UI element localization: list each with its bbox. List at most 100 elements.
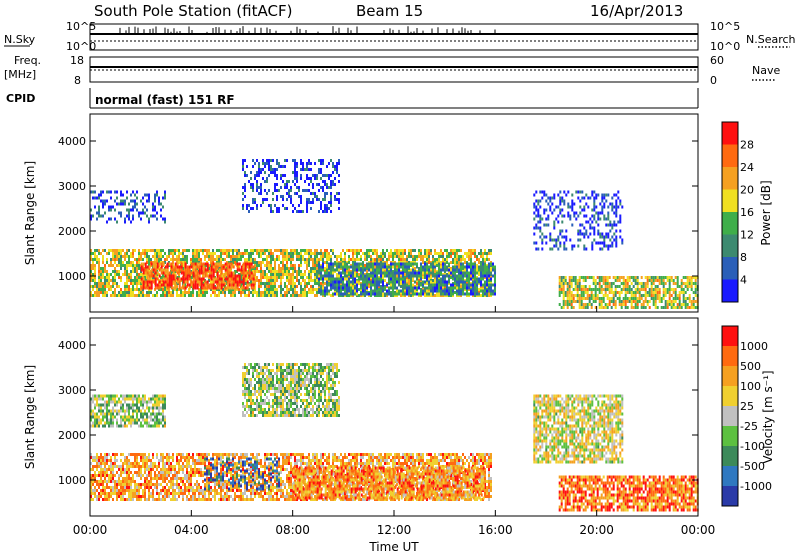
data-cell [318, 168, 320, 171]
data-cell [284, 252, 286, 255]
data-cell [326, 286, 328, 290]
data-cell [310, 276, 312, 279]
data-cell [144, 249, 146, 252]
data-cell [130, 291, 132, 294]
data-cell [198, 252, 200, 255]
data-cell [436, 271, 438, 275]
data-cell [96, 196, 98, 200]
data-cell [587, 235, 590, 239]
data-cell [370, 289, 372, 293]
data-cell [601, 196, 604, 200]
data-cell [690, 306, 693, 309]
data-cell [414, 262, 416, 266]
data-cell [486, 283, 488, 287]
data-cell [632, 279, 635, 282]
data-cell [210, 255, 212, 258]
data-cell [92, 261, 94, 264]
data-cell [174, 274, 177, 278]
data-cell [328, 255, 330, 258]
data-cell [472, 268, 474, 272]
data-cell [378, 265, 380, 269]
data-cell [234, 277, 237, 281]
data-cell [332, 252, 334, 255]
data-cell [306, 198, 308, 201]
data-cell [478, 268, 480, 272]
data-cell [607, 211, 610, 215]
data-cell [370, 258, 372, 261]
data-cell [617, 190, 620, 194]
data-cell [597, 217, 600, 221]
data-cell [102, 190, 104, 194]
data-cell [596, 276, 599, 279]
data-cell [438, 271, 440, 275]
data-cell [322, 159, 324, 162]
data-cell [286, 207, 288, 210]
data-cell [196, 258, 198, 261]
data-cell [314, 177, 316, 180]
data-cell [638, 282, 641, 285]
data-cell [308, 261, 310, 264]
data-cell [458, 286, 460, 290]
data-cell [426, 292, 428, 296]
station-title: South Pole Station (fitACF) [94, 2, 292, 20]
data-cell [256, 267, 258, 270]
data-cell [619, 217, 622, 221]
data-cell [370, 265, 372, 269]
data-cell [561, 214, 564, 218]
data-cell [230, 255, 232, 258]
data-cell [254, 201, 256, 204]
data-cell [396, 277, 398, 281]
data-cell [266, 177, 268, 180]
data-cell [286, 285, 288, 288]
data-cell [462, 258, 464, 261]
data-cell [318, 159, 320, 162]
data-cell [450, 252, 452, 255]
data-cell [342, 258, 344, 261]
data-cell [244, 294, 246, 297]
data-cell [148, 255, 150, 258]
data-cell [250, 177, 252, 180]
data-cell [242, 280, 245, 284]
data-cell [250, 171, 252, 174]
data-cell [270, 207, 272, 210]
data-cell [236, 262, 239, 266]
data-cell [140, 268, 143, 272]
data-cell [260, 249, 262, 252]
data-cell [690, 282, 693, 285]
data-cell [356, 255, 358, 258]
data-cell [118, 276, 120, 279]
data-cell [605, 232, 608, 236]
data-cell [672, 282, 675, 285]
data-cell [140, 252, 142, 255]
data-cell [630, 288, 633, 291]
data-cell [360, 268, 362, 272]
data-cell [486, 289, 488, 293]
data-cell [190, 283, 193, 287]
data-cell [410, 271, 412, 275]
data-cell [562, 276, 565, 279]
data-cell [378, 262, 380, 266]
data-cell [148, 277, 151, 281]
data-cell [188, 271, 191, 275]
data-cell [380, 286, 382, 290]
data-cell [130, 270, 132, 273]
data-cell [478, 261, 480, 264]
data-cell [316, 264, 318, 267]
data-cell [252, 189, 254, 192]
data-cell [270, 291, 272, 294]
data-cell [124, 273, 126, 276]
data-cell [156, 277, 159, 281]
data-cell [162, 271, 165, 275]
data-cell [104, 288, 106, 291]
data-cell [422, 271, 424, 275]
data-cell [274, 204, 276, 207]
data-cell [200, 280, 203, 284]
data-cell [260, 285, 262, 288]
data-cell [126, 282, 128, 285]
data-cell [94, 279, 96, 282]
data-cell [234, 291, 236, 294]
data-cell [394, 249, 396, 252]
data-cell [658, 288, 661, 291]
data-cell [340, 277, 342, 281]
data-cell [549, 199, 552, 203]
